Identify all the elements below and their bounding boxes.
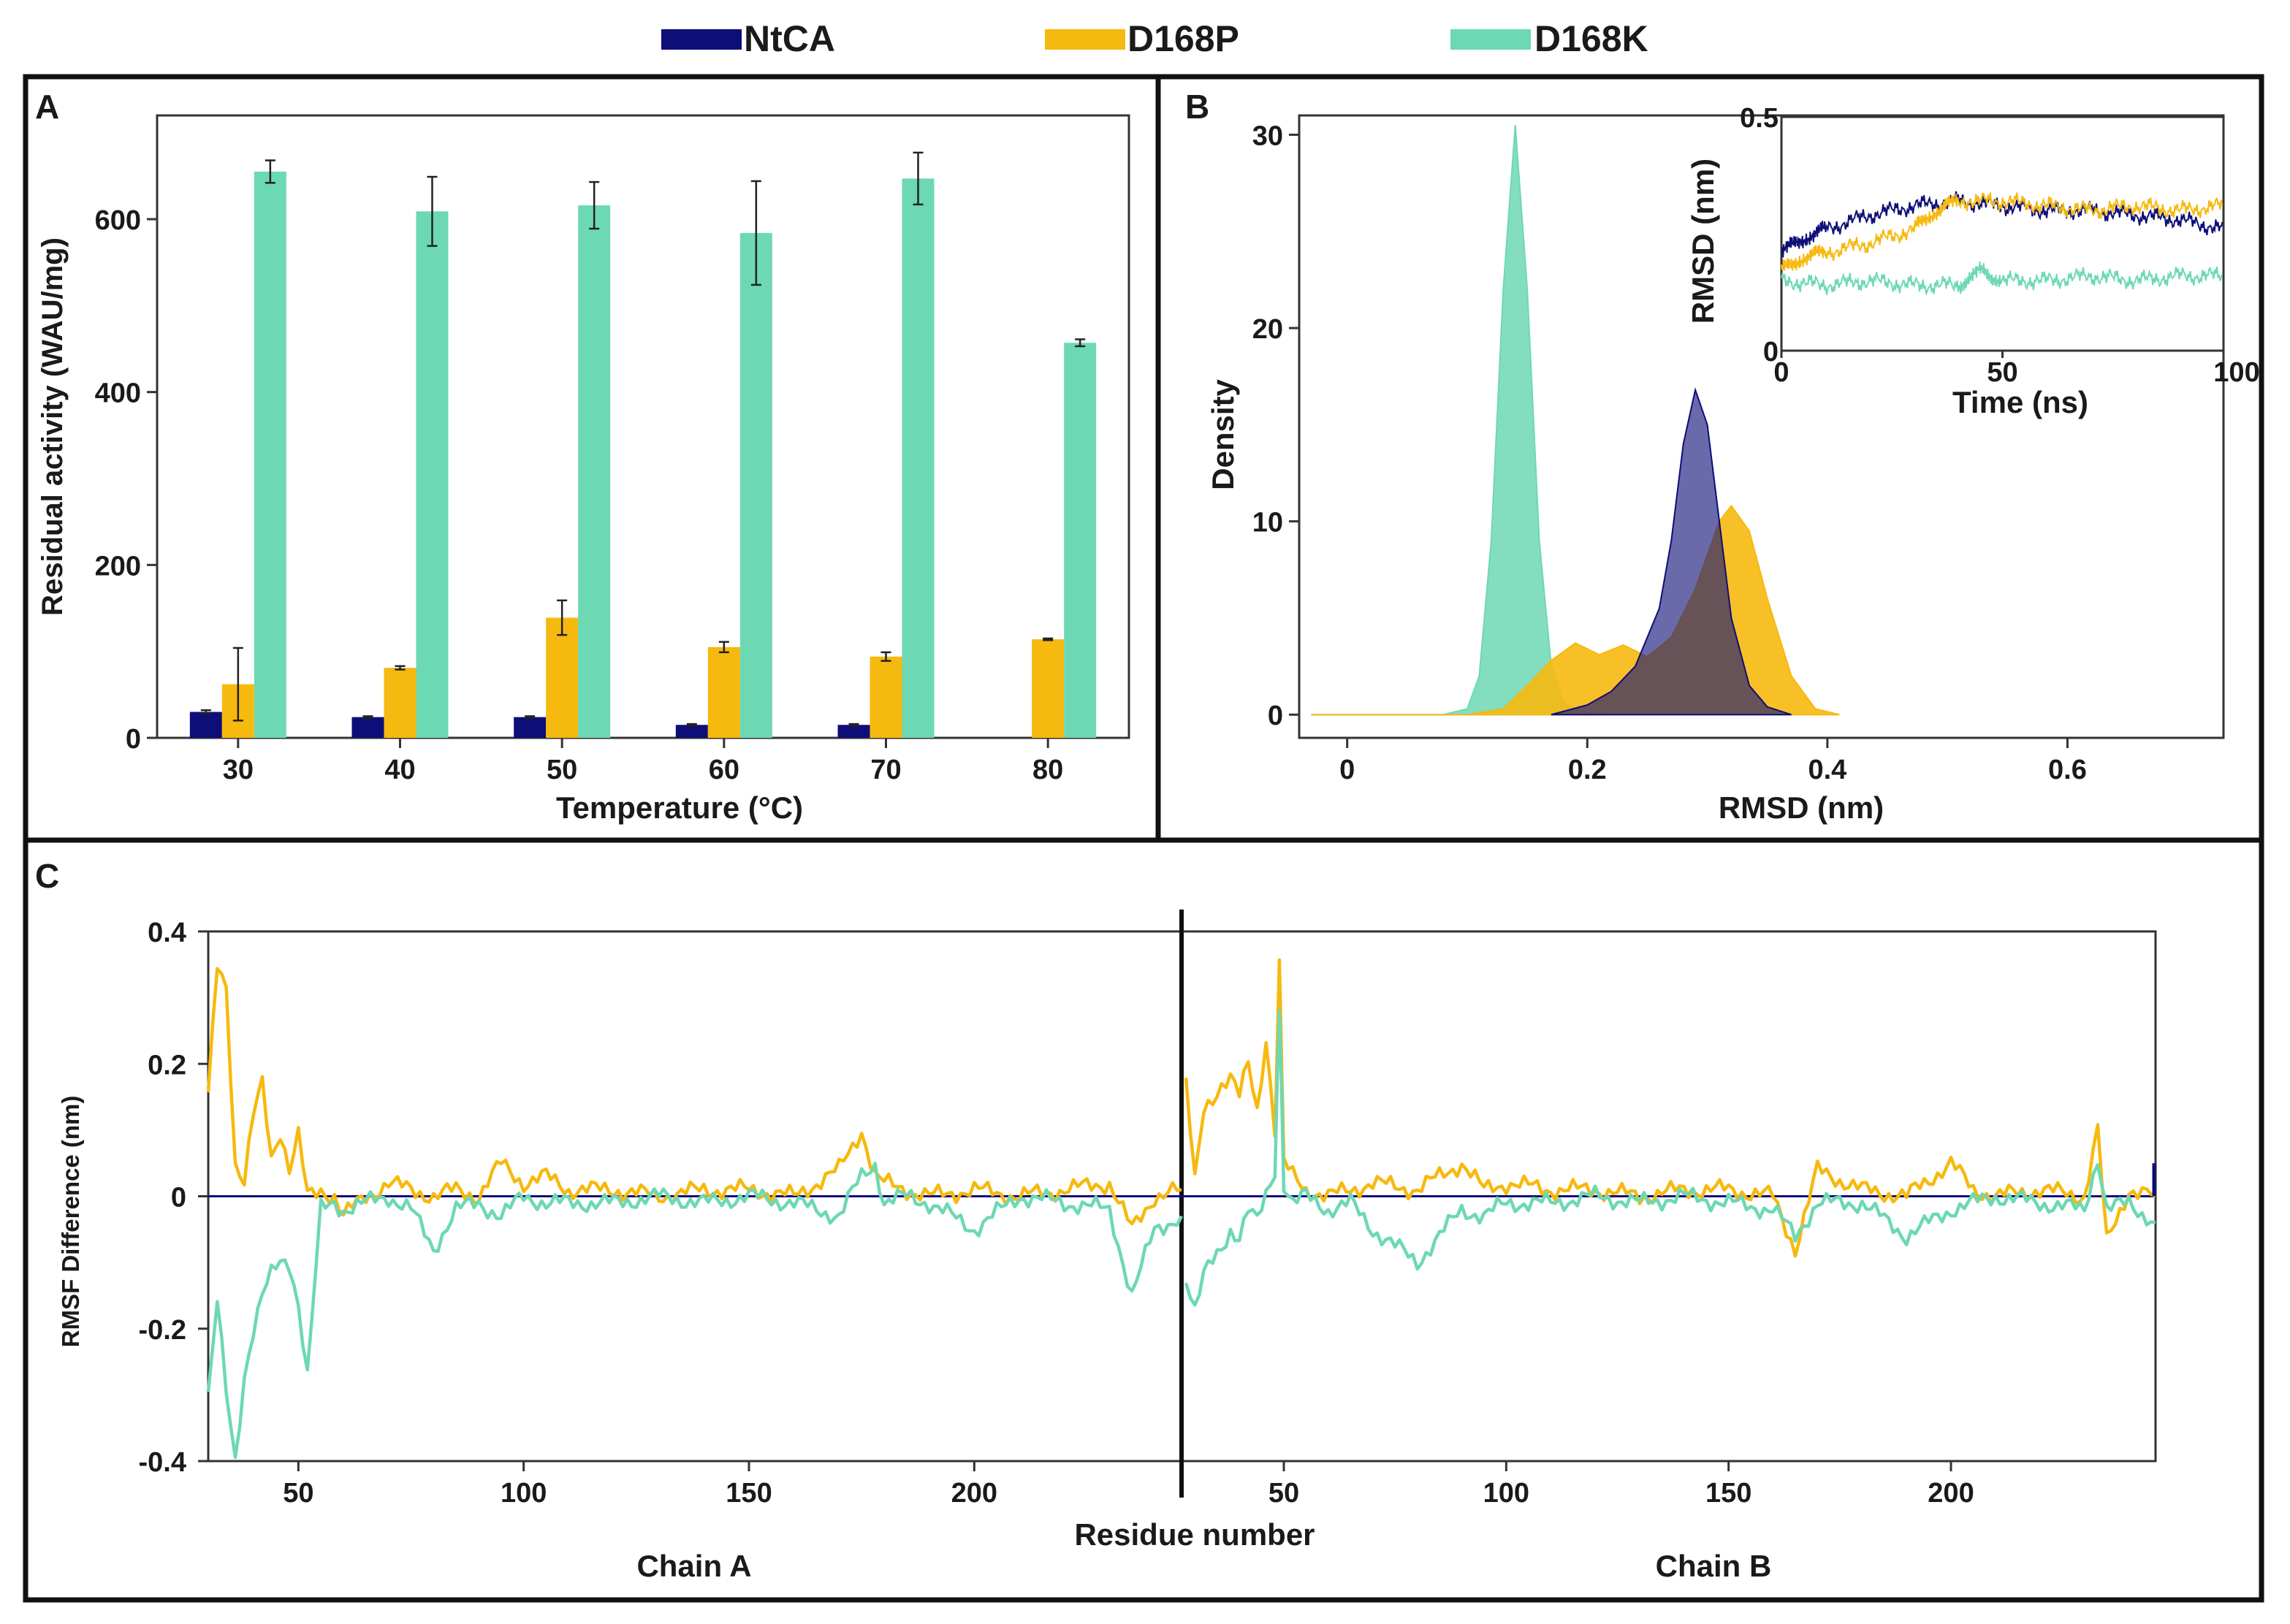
legend-label-d168k: D168K — [1534, 18, 1648, 59]
bar-ntca-40 — [351, 717, 384, 738]
bar-d168k-50 — [578, 205, 611, 739]
density-area-d168k — [1311, 125, 1648, 716]
panel-b-plot-area — [1298, 114, 2225, 739]
panel-b-y-label: Density — [1206, 379, 1240, 490]
legend-swatch-d168p — [1045, 29, 1125, 50]
y-tick-label: 0.4 — [148, 918, 186, 948]
x-tick-label: 80 — [1032, 755, 1063, 785]
x-tick-label: 0.2 — [1568, 755, 1607, 785]
y-tick-label: 10 — [1252, 508, 1283, 538]
panel-a-letter: A — [35, 88, 59, 126]
rmsf-line-d168k-chain-a — [206, 1162, 1184, 1460]
bar-d168k-30 — [254, 171, 286, 738]
x-tick-label: 40 — [384, 755, 415, 785]
y-tick-label: 600 — [95, 205, 141, 236]
x-tick-label: 50 — [1268, 1478, 1299, 1509]
panel-a-chart: 0 200 400 600 30 40 50 60 70 80 Temperature (°C)… — [37, 114, 1130, 825]
x-tick-label: 200 — [1928, 1478, 1974, 1509]
panel-a-plot-area — [156, 114, 1130, 739]
x-tick-label: 0.4 — [1808, 755, 1846, 785]
bar-d168p-80 — [1032, 639, 1065, 738]
bar-d168p-40 — [384, 668, 416, 738]
density-area-ntca — [1551, 387, 1792, 716]
bar-d168p-50 — [546, 617, 579, 738]
panel-c-frame — [23, 837, 2264, 1603]
y-tick-label: 200 — [95, 551, 141, 582]
bar-d168k-70 — [902, 178, 935, 739]
panel-b-x-label: RMSD (nm) — [1719, 790, 1884, 825]
legend-label-ntca: NtCA — [744, 18, 835, 59]
inset-x-tick-label: 0 — [1773, 357, 1789, 388]
bar-ntca-70 — [837, 725, 870, 738]
x-tick-label: 50 — [283, 1478, 313, 1509]
inset-line-d168k — [1781, 261, 2224, 297]
panel-a-y-label: Residual activity (WAU/mg) — [37, 237, 69, 616]
y-tick-label: -0.2 — [139, 1315, 186, 1346]
panel-b-inset: 0 50 100 0 0.5 Time (ns) RMSD (nm) — [1686, 103, 2260, 419]
y-tick-label: 0 — [171, 1183, 186, 1213]
bar-ntca-30 — [189, 712, 222, 738]
x-tick-label: 150 — [726, 1478, 772, 1509]
y-tick-label: 400 — [95, 378, 141, 409]
legend: NtCA D168P D168K — [661, 18, 1648, 59]
chain-b-label: Chain B — [1656, 1549, 1772, 1583]
bar-ntca-60 — [675, 725, 708, 738]
inset-y-tick-label: 0 — [1763, 337, 1779, 367]
density-area-d168p — [1311, 504, 1840, 716]
x-tick-label: 70 — [870, 755, 901, 785]
panel-c-chart: 0.4 0.2 0 -0.2 -0.4 50 100 150 200 50 100 150 200 R… — [57, 910, 2157, 1583]
x-tick-label: 100 — [1483, 1478, 1529, 1509]
x-tick-label: 30 — [223, 755, 254, 785]
bar-d168k-60 — [739, 232, 772, 738]
panel-b-chart: 0 10 20 30 0 0.2 0.4 0.6 RMSD (nm) Density 0 50… — [1206, 103, 2260, 825]
panel-c-letter: C — [35, 857, 59, 895]
inset-y-label: RMSD (nm) — [1686, 159, 1720, 324]
bar-d168k-80 — [1064, 343, 1097, 738]
x-tick-label: 200 — [951, 1478, 997, 1509]
bar-ntca-50 — [514, 717, 547, 738]
inset-x-label: Time (ns) — [1952, 385, 2088, 419]
x-tick-label: 0.6 — [2048, 755, 2087, 785]
y-tick-label: 0 — [126, 724, 141, 755]
bar-d168p-60 — [707, 647, 740, 738]
inset-x-tick-label: 100 — [2213, 357, 2259, 388]
panel-b-letter: B — [1185, 88, 1209, 126]
x-tick-label: 0 — [1339, 755, 1355, 785]
bar-d168p-70 — [870, 656, 902, 738]
legend-label-d168p: D168P — [1127, 18, 1239, 59]
x-tick-label: 100 — [501, 1478, 547, 1509]
legend-swatch-d168k — [1450, 29, 1531, 50]
rmsf-line-d168p-chain-a — [206, 967, 1182, 1226]
x-tick-label: 150 — [1705, 1478, 1751, 1509]
panel-a-x-label: Temperature (°C) — [556, 790, 803, 825]
bar-d168k-40 — [416, 211, 449, 739]
chain-a-label: Chain A — [636, 1549, 751, 1583]
x-tick-label: 50 — [547, 755, 577, 785]
y-tick-label: 20 — [1252, 314, 1283, 345]
inset-plot-area — [1780, 115, 2225, 352]
rmsf-line-d168k-chain-b — [1184, 1009, 2156, 1307]
y-tick-label: 0.2 — [148, 1050, 186, 1080]
panel-c-x-label: Residue number — [1074, 1517, 1315, 1552]
x-tick-label: 60 — [709, 755, 739, 785]
inset-y-tick-label: 0.5 — [1740, 103, 1779, 134]
inset-line-ntca — [1781, 191, 2224, 258]
y-tick-label: 0 — [1268, 701, 1283, 731]
panel-c-y-label: RMSF Difference (nm) — [57, 1096, 84, 1348]
inset-x-tick-label: 50 — [1987, 357, 2017, 388]
y-tick-label: 30 — [1252, 121, 1283, 151]
legend-swatch-ntca — [661, 29, 742, 50]
y-tick-label: -0.4 — [139, 1447, 186, 1478]
inset-line-d168p — [1781, 192, 2224, 272]
